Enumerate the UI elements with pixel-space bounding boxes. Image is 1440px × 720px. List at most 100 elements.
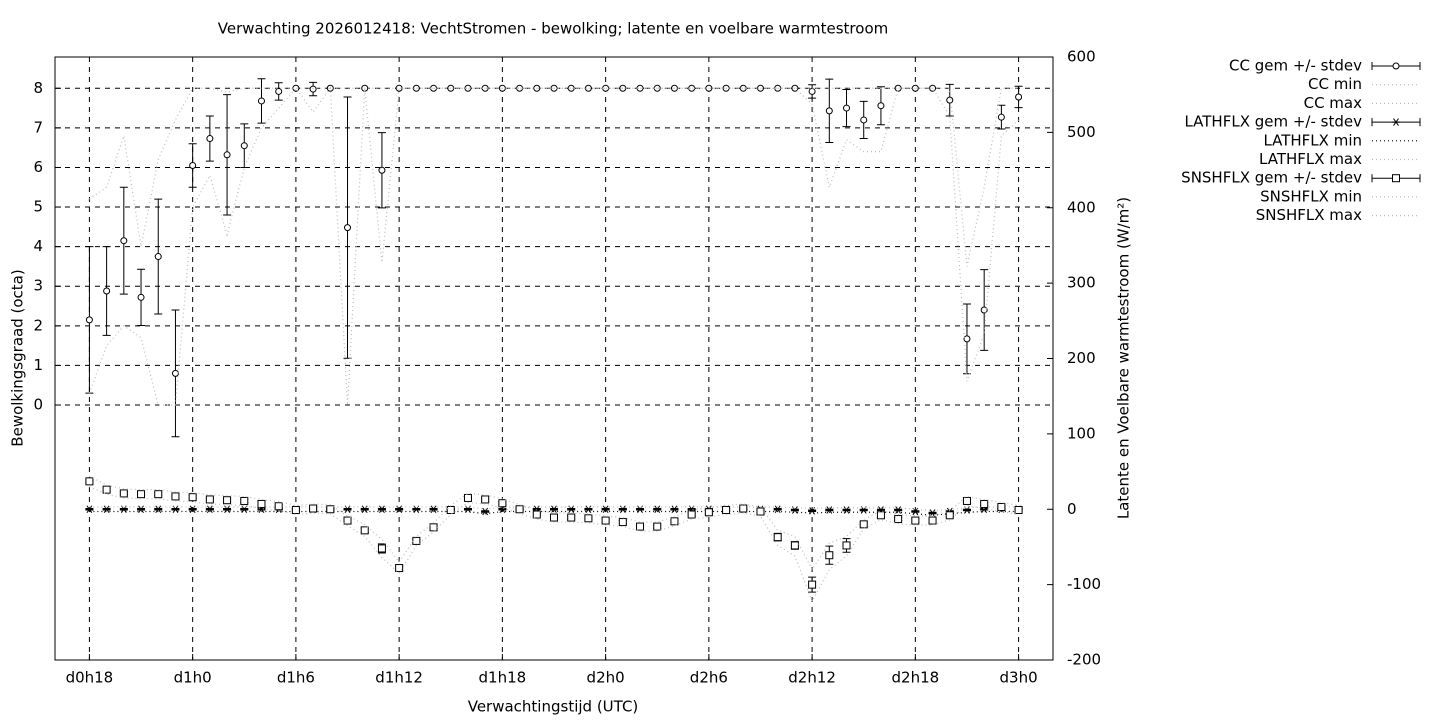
x-tick-label: d0h18 — [66, 669, 114, 687]
point — [395, 564, 404, 573]
point — [790, 541, 799, 550]
legend-label: SNSHFLX max — [1256, 206, 1362, 224]
point — [481, 495, 490, 504]
point — [1015, 93, 1023, 101]
point — [894, 515, 903, 524]
point — [498, 499, 507, 508]
point — [567, 513, 576, 522]
point — [963, 335, 971, 343]
point — [171, 369, 179, 377]
point — [825, 506, 834, 514]
point — [550, 505, 558, 514]
point — [344, 224, 352, 232]
point — [360, 526, 369, 535]
legend-label: CC min — [1308, 75, 1362, 93]
point — [309, 504, 318, 513]
y-tick-label: 1 — [33, 356, 43, 374]
point — [843, 104, 851, 112]
y-tick-label: 6 — [33, 158, 43, 176]
point — [808, 580, 817, 589]
point — [154, 505, 163, 514]
y2-tick-label: 500 — [1067, 123, 1096, 141]
point — [997, 502, 1006, 511]
point — [877, 102, 885, 110]
legend-label: CC max — [1304, 94, 1363, 112]
point — [102, 485, 111, 494]
point — [119, 489, 128, 498]
legend-label: LATHFLX max — [1259, 150, 1362, 168]
point — [154, 490, 163, 499]
point — [602, 84, 610, 92]
point — [997, 113, 1005, 121]
y2-tick-label: -100 — [1067, 575, 1101, 593]
point — [601, 516, 610, 525]
y2-tick-label: 200 — [1067, 349, 1096, 367]
legend-label: LATHFLX min — [1263, 131, 1362, 149]
y-tick-label: 3 — [33, 277, 43, 295]
legend-label: CC gem +/- stdev — [1229, 57, 1362, 75]
point — [377, 505, 386, 514]
x-tick-label: d2h0 — [587, 669, 625, 687]
point — [601, 505, 610, 514]
point — [240, 142, 248, 150]
point — [102, 505, 111, 514]
point — [326, 505, 335, 514]
point — [756, 507, 765, 516]
legend-label: LATHFLX gem +/- stdev — [1184, 113, 1362, 131]
point — [946, 96, 954, 104]
point — [240, 496, 249, 505]
point — [722, 506, 731, 515]
legend-label: SNSHFLX min — [1260, 187, 1362, 205]
point — [257, 499, 266, 508]
point — [653, 522, 662, 531]
point — [928, 516, 937, 525]
point — [773, 505, 782, 514]
point — [430, 84, 438, 92]
x-tick-label: d2h18 — [892, 669, 940, 687]
point — [670, 505, 679, 514]
point — [773, 533, 782, 542]
point — [945, 511, 954, 520]
point — [842, 541, 851, 550]
point — [257, 97, 265, 105]
legend-label: SNSHFLX gem +/- stdev — [1181, 169, 1362, 187]
point — [85, 477, 94, 486]
chart-title: Verwachting 2026012418: VechtStromen - b… — [218, 20, 889, 38]
point — [343, 516, 352, 525]
point — [532, 510, 541, 519]
point — [429, 505, 438, 514]
y2-tick-label: 0 — [1067, 500, 1077, 518]
y-tick-label: 2 — [33, 316, 43, 334]
y-tick-label: 5 — [33, 198, 43, 216]
point — [584, 514, 593, 523]
point — [309, 85, 317, 93]
point — [223, 496, 232, 505]
point — [876, 511, 885, 520]
point — [463, 493, 472, 502]
point — [739, 504, 748, 513]
point — [205, 505, 214, 514]
y-tick-label: 0 — [33, 396, 43, 414]
point — [894, 506, 903, 514]
x-tick-label: d2h12 — [788, 669, 836, 687]
y2-axis-label: Latente en Voelbare warmtestroom (W/m²) — [1115, 197, 1133, 519]
point — [137, 293, 145, 301]
line — [88, 86, 1019, 406]
point — [962, 496, 971, 505]
point — [516, 84, 524, 92]
point — [670, 517, 679, 526]
point — [412, 536, 421, 545]
point — [618, 518, 627, 527]
point — [429, 523, 438, 532]
point — [205, 495, 214, 504]
legend-marker — [1392, 118, 1400, 126]
point — [223, 151, 231, 159]
point — [842, 506, 851, 514]
x-tick-label: d1h6 — [277, 669, 315, 687]
legend-marker — [1392, 174, 1400, 183]
point — [189, 161, 197, 169]
x-tick-label: d3h0 — [1000, 669, 1038, 687]
point — [446, 506, 455, 515]
